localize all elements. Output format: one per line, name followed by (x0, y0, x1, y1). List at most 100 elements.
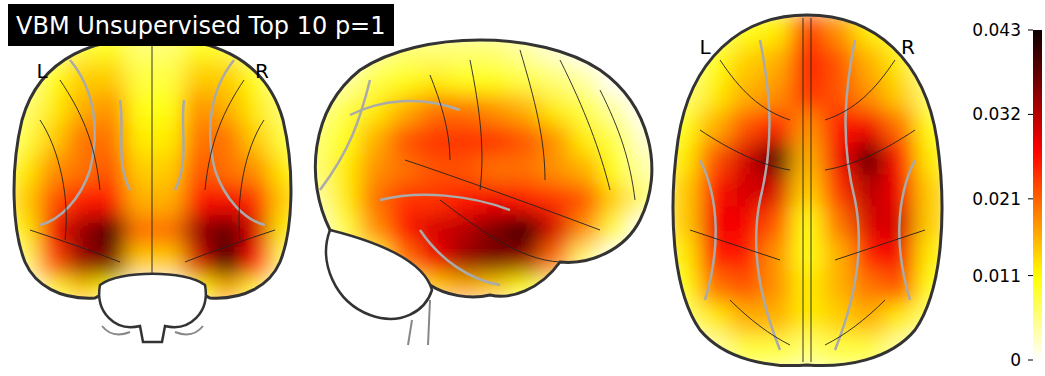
heat-cell (213, 309, 243, 341)
heat-cell (480, 95, 511, 126)
heat-cell (668, 239, 700, 272)
heat-cell (155, 185, 185, 217)
heat-cell (630, 275, 661, 306)
colorbar-tick (1028, 114, 1033, 115)
heat-cell (155, 61, 185, 93)
heat-cell (10, 278, 40, 310)
heat-cell (39, 123, 69, 155)
heat-cell (854, 175, 886, 208)
heat-cell (823, 207, 855, 240)
heat-cell (10, 123, 40, 155)
heat-cell (330, 185, 361, 216)
heat-area (668, 15, 948, 368)
heat-area (300, 35, 661, 336)
sulcus-line (40, 120, 66, 240)
heat-cell (39, 247, 69, 279)
heat-cell (792, 175, 824, 208)
sulcus-line (835, 230, 925, 260)
heat-cell (420, 65, 451, 96)
heat-cell (213, 123, 243, 155)
heat-cell (390, 95, 421, 126)
title-box: VBM Unsupervised Top 10 p=1 (8, 4, 394, 46)
sulcus-line (811, 18, 812, 362)
heat-cell (68, 309, 98, 341)
heat-cell (792, 335, 824, 368)
heat-cell (360, 65, 391, 96)
heat-cell (242, 123, 272, 155)
heat-cell (126, 61, 156, 93)
sulcus-line (185, 230, 275, 262)
heat-cell (792, 271, 824, 304)
heat-cell (600, 275, 631, 306)
brainstem-line (428, 300, 430, 345)
heat-cell (510, 215, 541, 246)
heat-cell (68, 278, 98, 310)
colorbar-label: 0.011 (972, 266, 1021, 286)
heat-cell (540, 305, 571, 336)
sulcus-line (405, 160, 600, 230)
heat-cell (699, 143, 731, 176)
brainstem-line (408, 320, 412, 345)
heat-cell (97, 185, 127, 217)
colorbar-tick (1028, 360, 1033, 361)
heat-cell (126, 154, 156, 186)
heat-cell (300, 185, 331, 216)
heat-cell (792, 15, 824, 48)
heat-cell (480, 155, 511, 186)
colorbar-label: 0.032 (972, 104, 1021, 124)
heat-cell (668, 15, 700, 48)
heat-cell (10, 309, 40, 341)
heat-cell (730, 79, 762, 112)
heat-cell (854, 79, 886, 112)
heat-cell (300, 95, 331, 126)
sulcus-line (560, 60, 610, 190)
heat-cell (916, 15, 948, 48)
heat-cell (792, 111, 824, 144)
heat-cell (730, 271, 762, 304)
heat-cell (390, 155, 421, 186)
heat-cell (630, 95, 661, 126)
heat-cell (450, 95, 481, 126)
sulcus-line (30, 230, 120, 262)
heat-cell (699, 79, 731, 112)
heat-cell (213, 278, 243, 310)
heat-cell (916, 335, 948, 368)
heat-cell (184, 185, 214, 217)
outline-gray (420, 230, 500, 285)
heat-cell (480, 185, 511, 216)
heat-cell (184, 216, 214, 248)
heat-cell (540, 95, 571, 126)
heat-cell (390, 215, 421, 246)
heat-cell (885, 111, 917, 144)
colorbar-bar (1033, 30, 1042, 360)
outline-gray (40, 60, 95, 225)
outline-gray (835, 40, 859, 350)
heat-cell (630, 65, 661, 96)
heat-cell (792, 303, 824, 336)
heat-cell (242, 309, 272, 341)
heat-cell (761, 79, 793, 112)
heat-cell (761, 111, 793, 144)
heat-cell (540, 65, 571, 96)
heat-cell (271, 154, 301, 186)
sulcus-line (152, 40, 153, 282)
heat-cell (213, 247, 243, 279)
heat-cell (730, 47, 762, 80)
outline-gray (756, 40, 780, 350)
heat-cell (854, 111, 886, 144)
heat-cell (823, 79, 855, 112)
hemisphere-label: R (901, 35, 915, 59)
heat-cell (540, 125, 571, 156)
heat-cell (540, 185, 571, 216)
heat-cell (699, 303, 731, 336)
sulcus-line (600, 90, 635, 200)
heat-cell (600, 65, 631, 96)
heat-cell (184, 154, 214, 186)
heat-cell (450, 305, 481, 336)
cerebellum-outline (99, 274, 206, 342)
heat-cell (761, 207, 793, 240)
heat-cell (480, 65, 511, 96)
heat-cells (668, 15, 948, 368)
heat-cell (916, 143, 948, 176)
heat-cell (242, 216, 272, 248)
